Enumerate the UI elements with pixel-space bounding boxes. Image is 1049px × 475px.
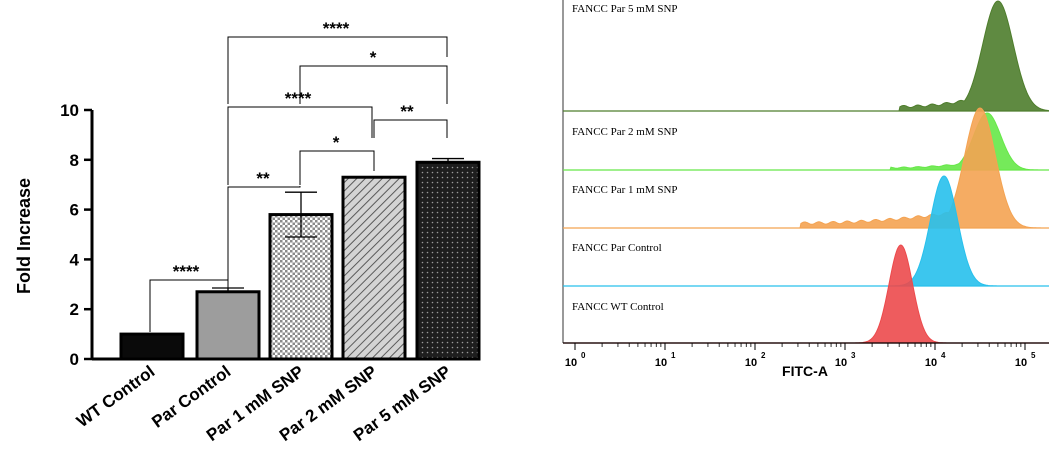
significance-bracket bbox=[299, 150, 375, 185]
bar bbox=[415, 160, 481, 361]
y-tick-label: 0 bbox=[70, 350, 79, 369]
significance-label: **** bbox=[173, 262, 200, 281]
histogram-series: FANCC WT Control bbox=[563, 244, 1049, 344]
x-tick-label: 10 bbox=[835, 357, 847, 369]
bar bbox=[341, 175, 407, 361]
x-tick-label: 10 bbox=[925, 357, 937, 369]
significance-bracket bbox=[299, 65, 448, 104]
significance-bracket bbox=[373, 119, 448, 138]
histogram-series: FANCC Par 5 mM SNP bbox=[563, 0, 1049, 112]
y-tick-label: 2 bbox=[70, 300, 79, 319]
y-tick-label: 6 bbox=[70, 201, 79, 220]
x-tick-exponent: 1 bbox=[671, 351, 676, 360]
histogram-series-label: FANCC Par 5 mM SNP bbox=[572, 3, 678, 15]
x-tick-label: 10 bbox=[745, 357, 757, 369]
significance-bracket bbox=[227, 186, 301, 290]
y-tick-label: 8 bbox=[70, 151, 79, 170]
fitc-histogram-overlay: FANCC Par 5 mM SNP FANCC Par 2 mM SNP FANC… bbox=[562, 0, 1049, 379]
bar bbox=[268, 213, 334, 361]
significance-label: * bbox=[333, 133, 340, 152]
significance-bracket bbox=[227, 106, 373, 185]
significance-bracket bbox=[227, 36, 448, 104]
histogram-series-label: FANCC WT Control bbox=[572, 301, 664, 313]
y-tick-label: 10 bbox=[60, 101, 79, 120]
significance-label: * bbox=[370, 48, 377, 67]
histogram-peak bbox=[755, 107, 1049, 229]
y-tick-label: 4 bbox=[70, 250, 80, 269]
significance-label: **** bbox=[323, 19, 350, 38]
histogram-series-label: FANCC Par 1 mM SNP bbox=[572, 184, 678, 196]
histogram-peak bbox=[755, 0, 1049, 112]
x-category-label: WT Control bbox=[73, 362, 158, 431]
y-axis-label: Fold Increase bbox=[14, 178, 34, 294]
histogram-x-axis-label: FITC-A bbox=[782, 363, 828, 379]
significance-label: ** bbox=[256, 169, 270, 188]
x-tick-label: 10 bbox=[655, 357, 667, 369]
significance-label: ** bbox=[400, 102, 414, 121]
x-tick-exponent: 3 bbox=[851, 351, 856, 360]
x-tick-exponent: 4 bbox=[941, 351, 946, 360]
bar bbox=[119, 332, 185, 361]
x-tick-label: 10 bbox=[565, 357, 577, 369]
x-tick-exponent: 5 bbox=[1031, 351, 1036, 360]
bar bbox=[195, 290, 261, 361]
histogram-series: FANCC Par 1 mM SNP bbox=[563, 107, 1049, 229]
x-tick-label: 10 bbox=[1015, 357, 1027, 369]
significance-label: **** bbox=[285, 89, 312, 108]
x-tick-exponent: 0 bbox=[581, 351, 586, 360]
histogram-peak bbox=[755, 244, 1049, 344]
histogram-series-label: FANCC Par Control bbox=[572, 242, 662, 254]
x-tick-exponent: 2 bbox=[761, 351, 766, 360]
histogram-series-label: FANCC Par 2 mM SNP bbox=[572, 126, 678, 138]
histogram-peak bbox=[755, 112, 1049, 171]
